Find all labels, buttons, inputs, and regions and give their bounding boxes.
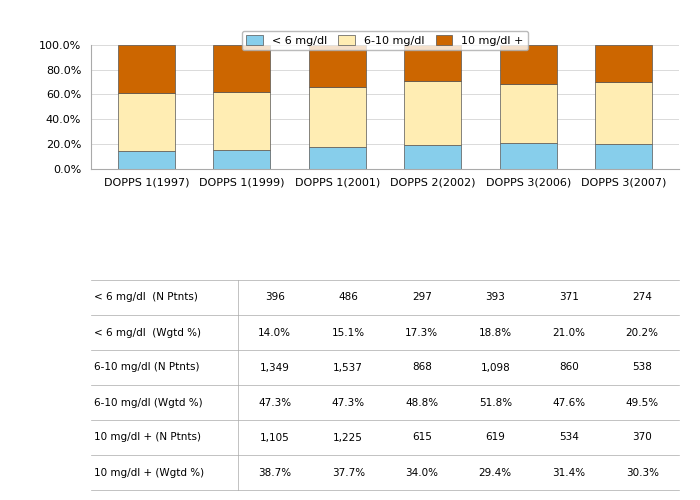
Text: < 6 mg/dl  (Wgtd %): < 6 mg/dl (Wgtd %): [94, 328, 202, 338]
Text: 18.8%: 18.8%: [479, 328, 512, 338]
Bar: [404, 82, 461, 146]
Text: 17.3%: 17.3%: [405, 328, 438, 338]
Bar: [214, 92, 270, 150]
Text: 47.3%: 47.3%: [332, 398, 365, 407]
Text: 615: 615: [412, 432, 432, 442]
Text: 37.7%: 37.7%: [332, 468, 365, 477]
Text: 47.3%: 47.3%: [258, 398, 291, 407]
Text: 1,349: 1,349: [260, 362, 290, 372]
Text: 860: 860: [559, 362, 579, 372]
Text: 396: 396: [265, 292, 285, 302]
Text: 868: 868: [412, 362, 432, 372]
Text: 619: 619: [485, 432, 505, 442]
Text: 51.8%: 51.8%: [479, 398, 512, 407]
Text: 297: 297: [412, 292, 432, 302]
Text: 10 mg/dl + (N Ptnts): 10 mg/dl + (N Ptnts): [94, 432, 202, 442]
Text: 534: 534: [559, 432, 579, 442]
Bar: [214, 45, 270, 92]
Bar: [404, 146, 461, 169]
Bar: [309, 87, 366, 148]
Text: 371: 371: [559, 292, 579, 302]
Bar: [404, 45, 461, 82]
Text: 49.5%: 49.5%: [626, 398, 659, 407]
Text: 1,225: 1,225: [333, 432, 363, 442]
Bar: [118, 152, 175, 168]
Text: 31.4%: 31.4%: [552, 468, 585, 477]
Text: 6-10 mg/dl (N Ptnts): 6-10 mg/dl (N Ptnts): [94, 362, 200, 372]
Text: 1,098: 1,098: [480, 362, 510, 372]
Text: 15.1%: 15.1%: [332, 328, 365, 338]
Bar: [500, 84, 556, 142]
Text: 34.0%: 34.0%: [405, 468, 438, 477]
Text: 38.7%: 38.7%: [258, 468, 291, 477]
Text: 29.4%: 29.4%: [479, 468, 512, 477]
Text: 48.8%: 48.8%: [405, 398, 438, 407]
Bar: [309, 148, 366, 169]
Bar: [309, 45, 366, 87]
Text: 20.2%: 20.2%: [626, 328, 659, 338]
Bar: [118, 45, 175, 93]
Bar: [500, 142, 556, 169]
Bar: [595, 45, 652, 82]
Bar: [595, 82, 652, 144]
Bar: [214, 150, 270, 169]
Bar: [500, 45, 556, 84]
Text: 538: 538: [632, 362, 652, 372]
Bar: [118, 93, 175, 152]
Text: < 6 mg/dl  (N Ptnts): < 6 mg/dl (N Ptnts): [94, 292, 198, 302]
Text: 1,537: 1,537: [333, 362, 363, 372]
Text: 21.0%: 21.0%: [552, 328, 585, 338]
Text: 6-10 mg/dl (Wgtd %): 6-10 mg/dl (Wgtd %): [94, 398, 203, 407]
Text: 370: 370: [632, 432, 652, 442]
Text: 14.0%: 14.0%: [258, 328, 291, 338]
Text: 30.3%: 30.3%: [626, 468, 659, 477]
Text: 486: 486: [338, 292, 358, 302]
Bar: [595, 144, 652, 169]
Legend: < 6 mg/dl, 6-10 mg/dl, 10 mg/dl +: < 6 mg/dl, 6-10 mg/dl, 10 mg/dl +: [242, 31, 528, 50]
Text: 47.6%: 47.6%: [552, 398, 585, 407]
Text: 274: 274: [632, 292, 652, 302]
Text: 1,105: 1,105: [260, 432, 290, 442]
Text: 393: 393: [485, 292, 505, 302]
Text: 10 mg/dl + (Wgtd %): 10 mg/dl + (Wgtd %): [94, 468, 204, 477]
